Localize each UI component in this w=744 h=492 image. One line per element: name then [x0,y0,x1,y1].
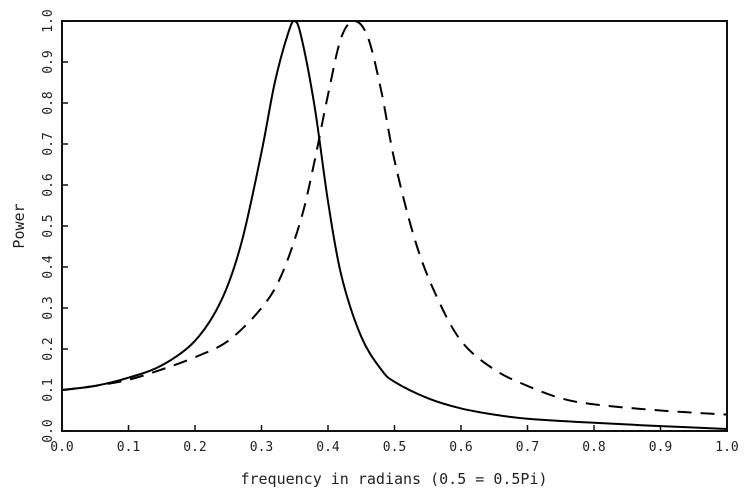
x-tick-label: 1.0 [715,440,738,455]
y-axis-ticks: 0.0 0.1 0.2 0.3 0.4 0.5 0.6 0.7 0.8 0.9 1.0 [41,9,68,443]
x-tick-label: 0.0 [50,440,73,455]
x-tick-label: 0.6 [449,440,472,455]
solid-series-line [61,19,728,430]
x-tick-label: 0.9 [649,440,672,455]
y-tick-label: 0.3 [41,296,56,319]
x-tick-label: 0.5 [383,440,406,455]
dashed-series-line [61,20,728,416]
y-tick-label: 0.7 [41,132,56,155]
y-tick-label: 0.8 [41,91,56,114]
y-tick-label: 0.4 [41,255,56,279]
x-axis-ticks: 0.0 0.1 0.2 0.3 0.4 0.5 0.6 0.7 0.8 0.9 1.0 [50,425,739,455]
y-axis-label: Power [10,203,28,248]
y-tick-label: 0.5 [41,214,56,237]
x-tick-label: 0.3 [250,440,273,455]
series-layer [61,19,728,430]
y-tick-label: 0.2 [41,337,56,360]
x-axis-label: frequency in radians (0.5 = 0.5Pi) [240,470,547,488]
x-tick-label: 0.7 [516,440,539,455]
x-tick-label: 0.2 [183,440,206,455]
x-tick-label: 0.4 [316,440,340,455]
x-tick-label: 0.8 [582,440,605,455]
y-tick-label: 0.6 [41,173,56,196]
y-tick-label: 0.0 [41,419,56,442]
plot-area [61,19,728,432]
x-tick-label: 0.1 [117,440,140,455]
y-tick-label: 0.1 [41,378,56,401]
y-tick-label: 0.9 [41,50,56,73]
y-tick-label: 1.0 [41,9,56,32]
